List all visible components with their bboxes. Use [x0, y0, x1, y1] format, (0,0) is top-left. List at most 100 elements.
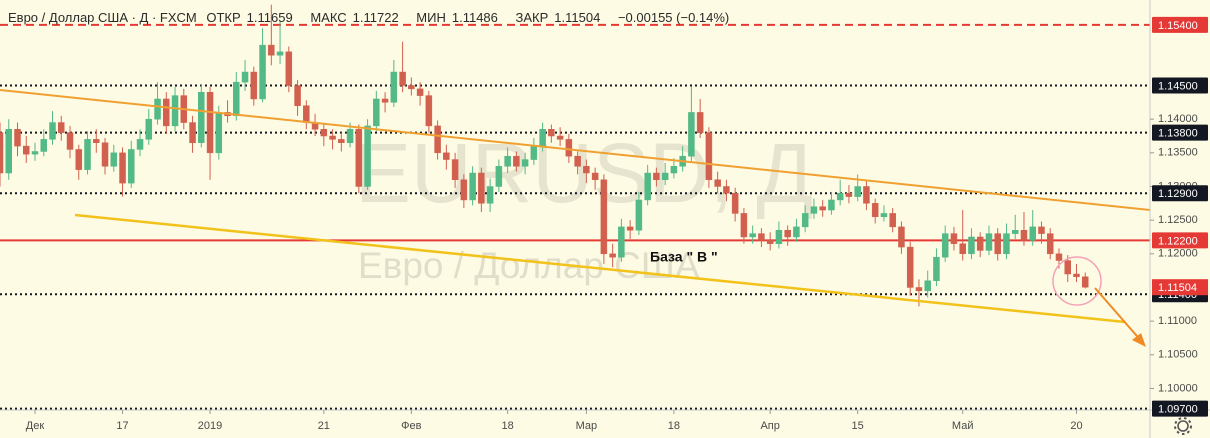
candle-body	[171, 95, 179, 127]
candle-body	[58, 122, 65, 133]
ohlc-value: 1.11722	[352, 10, 399, 25]
candle-body	[775, 229, 783, 244]
candle-body	[661, 172, 669, 181]
candle-body	[828, 199, 835, 211]
x-tick-label: Апр	[760, 420, 779, 432]
candle-body	[495, 166, 503, 187]
candle-body	[1020, 229, 1028, 241]
candle-body	[556, 135, 564, 140]
candle-body	[163, 98, 170, 127]
candle-body	[871, 203, 879, 218]
candle-body	[749, 233, 756, 238]
candle-body	[23, 145, 30, 155]
last-price-box	[1152, 279, 1208, 296]
candle-body	[1055, 253, 1063, 261]
candle-body	[233, 81, 240, 117]
candle-body	[705, 132, 713, 181]
candle-body	[1073, 273, 1080, 277]
level-label-box	[1152, 77, 1208, 94]
candle-body	[976, 236, 984, 251]
trend-line	[74, 213, 1126, 324]
candle-body	[924, 280, 931, 292]
candle-body	[434, 125, 441, 154]
candle-body	[731, 192, 739, 214]
highlight-circle	[1052, 256, 1102, 306]
candle-body	[5, 129, 13, 174]
candle-body	[84, 139, 91, 170]
candle-body	[1003, 233, 1010, 255]
candle-body	[136, 139, 144, 150]
x-tick-label: Фев	[401, 420, 421, 432]
candle-body	[1081, 276, 1089, 288]
candle-body	[110, 152, 118, 167]
chart-header: Евро / Доллар США · Д · FXCM ОТКР 1.11659…	[8, 10, 735, 25]
candle-body	[49, 122, 56, 140]
background-layer: EURUSD, Д Евро / Доллар США	[355, 126, 813, 286]
candle-body	[206, 91, 214, 154]
settings-icon-ring[interactable]	[1177, 420, 1189, 432]
candle-body	[653, 172, 660, 181]
candle-body	[889, 213, 896, 228]
watermark-name: Евро / Доллар США	[358, 245, 700, 286]
candle-body	[215, 112, 223, 154]
candle-body	[268, 44, 275, 56]
candle-body	[696, 112, 704, 133]
symbol-title: Евро / Доллар США · Д · FXCM	[8, 10, 197, 25]
candle-body	[915, 287, 923, 292]
candle-body	[583, 166, 590, 174]
candle-body	[486, 186, 494, 204]
level-label: 1.13800	[1158, 128, 1198, 140]
candle-body	[635, 199, 643, 231]
candle-body	[950, 233, 958, 244]
candles-layer	[0, 4, 1089, 307]
axes-layer: 1.140001.135001.130001.125001.120001.110…	[26, 16, 1208, 432]
candle-body	[355, 129, 363, 187]
candle-body	[766, 240, 774, 244]
candle-body	[1064, 260, 1071, 275]
candle-body	[320, 129, 328, 137]
candle-body	[565, 139, 573, 157]
level-label-box	[1152, 124, 1208, 141]
y-tick-label: 1.10500	[1158, 349, 1198, 361]
ohlc-value: 1.11659	[246, 10, 293, 25]
settings-icon[interactable]	[1174, 417, 1192, 435]
ohlc-label: ЗАКР	[515, 10, 549, 25]
candle-body	[618, 226, 625, 258]
ohlc-label: МИН	[416, 10, 446, 25]
candle-body	[1029, 226, 1036, 241]
candle-body	[933, 256, 940, 281]
candle-body	[443, 152, 450, 160]
candle-body	[259, 44, 266, 100]
y-tick-label: 1.13500	[1158, 147, 1198, 159]
candle-body	[381, 98, 389, 103]
candle-body	[863, 186, 870, 204]
candle-body	[968, 236, 975, 255]
drawings-layer: База " В "	[0, 89, 1151, 347]
candle-body	[303, 105, 310, 123]
candle-body	[329, 135, 336, 140]
candle-body	[854, 186, 861, 197]
level-label-box	[1152, 400, 1208, 417]
y-tick-label: 1.10000	[1158, 382, 1198, 394]
level-label: 1.09700	[1158, 404, 1198, 416]
candle-body	[390, 71, 398, 103]
candle-body	[14, 129, 21, 147]
ohlc-value: 1.11486	[451, 10, 498, 25]
x-tick-label: 17	[116, 420, 128, 432]
candle-body	[425, 95, 433, 127]
candle-body	[478, 172, 485, 204]
level-label-box	[1152, 16, 1208, 33]
x-tick-label: 20	[1070, 420, 1082, 432]
candle-body	[504, 155, 511, 167]
candle-body	[241, 71, 249, 83]
candle-body	[40, 139, 48, 152]
candle-body	[198, 91, 205, 143]
candle-body	[714, 179, 721, 187]
candle-body	[784, 229, 791, 238]
settings-icon-teeth[interactable]	[1174, 417, 1192, 435]
arrow-head	[1132, 333, 1146, 347]
candle-body	[101, 142, 109, 167]
candle-body	[154, 98, 161, 120]
candle-body	[819, 206, 826, 211]
